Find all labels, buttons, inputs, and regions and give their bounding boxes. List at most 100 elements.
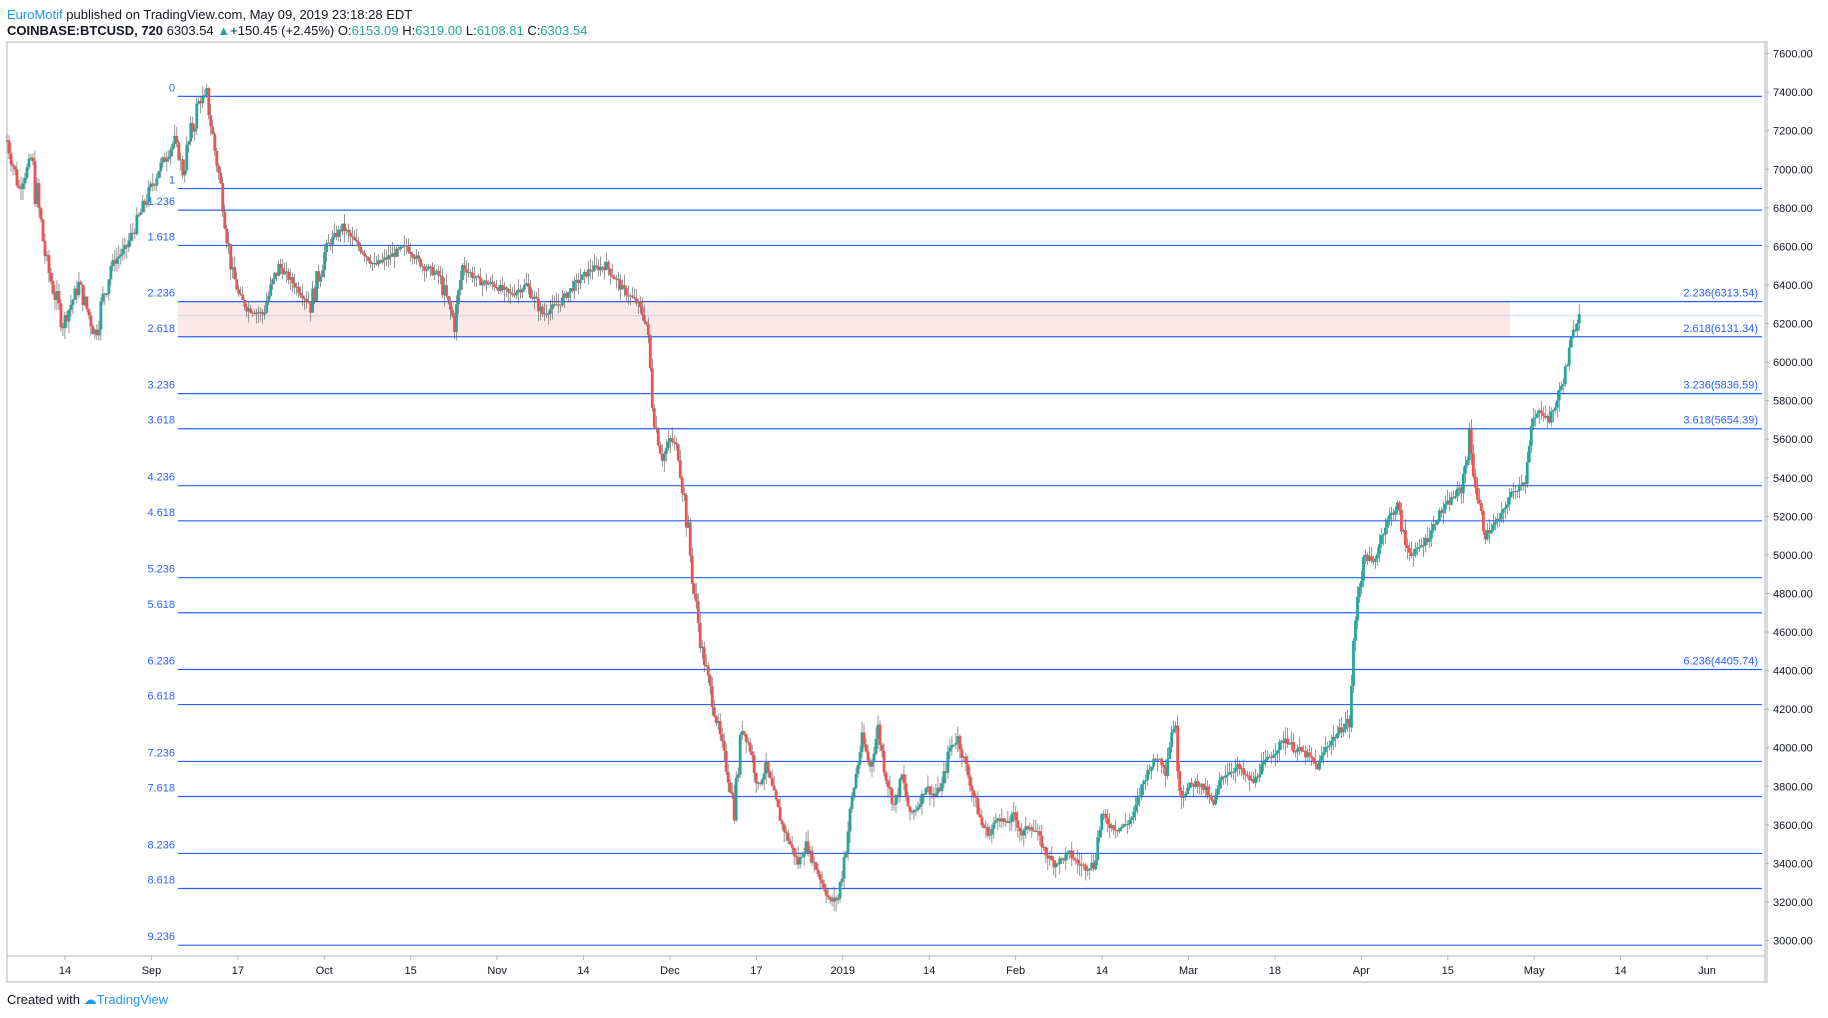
candle-body <box>938 787 942 792</box>
candle-body <box>1048 856 1052 859</box>
candle-body <box>580 274 584 280</box>
candle-body <box>1320 755 1323 761</box>
candle-body <box>477 275 480 278</box>
candle-body <box>1226 774 1230 776</box>
candle-body <box>958 736 962 750</box>
candle-body <box>113 260 117 264</box>
candle-body <box>618 280 622 290</box>
candle-body <box>946 751 950 773</box>
fib-level-label: 3.236 <box>147 380 175 392</box>
candle-body <box>1384 527 1387 535</box>
candle-body <box>363 253 366 257</box>
candle-body <box>786 832 790 841</box>
candle-body <box>1521 482 1525 486</box>
candle-body <box>1132 811 1136 818</box>
candle-body <box>341 223 345 232</box>
fib-level-value-label: 2.618(6131.34) <box>1683 323 1758 335</box>
candle-body <box>1511 491 1515 493</box>
candle-body <box>331 237 335 245</box>
candle-body <box>1124 824 1128 826</box>
candle-body <box>125 245 129 248</box>
candle-body <box>183 170 187 176</box>
candle-body <box>1533 417 1537 419</box>
candle-body <box>814 862 818 870</box>
candle-body <box>808 850 812 853</box>
candle-body <box>794 855 798 858</box>
fib-level-value-label: 3.236(5836.59) <box>1683 380 1758 392</box>
candle-body <box>1382 534 1385 536</box>
candle-body <box>910 811 914 813</box>
tradingview-logo-icon[interactable]: ☁ <box>83 992 97 1007</box>
candle-body <box>1168 747 1172 760</box>
candle-body <box>1557 389 1561 401</box>
candle-body <box>49 273 53 282</box>
high-value: 6319.00 <box>415 23 463 38</box>
candle-body <box>121 249 125 255</box>
tradingview-brand[interactable]: TradingView <box>96 992 169 1007</box>
change-arrow-icon: ▲ <box>217 23 231 38</box>
candle-body <box>473 277 476 279</box>
candle-body <box>37 183 41 209</box>
candle-body <box>475 275 478 278</box>
x-tick-label: Sep <box>142 965 162 977</box>
candle-body <box>1080 864 1084 866</box>
author-name[interactable]: EuroMotif <box>7 7 63 22</box>
candle-body <box>1006 821 1010 824</box>
candle-body <box>558 304 562 306</box>
candle-body <box>1419 545 1423 548</box>
x-tick-label: 14 <box>1096 965 1108 977</box>
candle-body <box>1551 410 1555 412</box>
candle-body <box>832 897 836 902</box>
price-chart[interactable]: 0 1 1.236 1.618 2.236 2.236(6313.54) 2.618 2.61… <box>0 0 1828 985</box>
candle-body <box>155 177 159 186</box>
candle-body <box>1308 752 1311 756</box>
candle-body <box>453 316 456 332</box>
candle-body <box>39 208 43 220</box>
candle-body <box>1198 786 1202 788</box>
candle-body <box>1398 502 1401 510</box>
open-label: O: <box>337 23 352 38</box>
candle-body <box>1134 804 1138 812</box>
fib-level-label: 1 <box>169 175 175 187</box>
candle-body <box>1290 742 1293 744</box>
candle-body <box>738 734 742 775</box>
candle-body <box>455 304 458 332</box>
candle-body <box>634 298 638 304</box>
y-tick-label: 5800.00 <box>1773 396 1813 408</box>
candle-body <box>964 756 968 765</box>
candle-body <box>696 601 700 623</box>
candle-body <box>1230 771 1234 773</box>
y-tick-label: 6400.00 <box>1773 280 1813 292</box>
candle-body <box>1487 530 1491 534</box>
candle-body <box>1228 771 1232 775</box>
candle-body <box>433 272 436 276</box>
candle-body <box>215 150 219 166</box>
candle-body <box>1220 776 1224 781</box>
candle-body <box>906 796 910 807</box>
y-tick-label: 6600.00 <box>1773 241 1813 253</box>
candle-body <box>103 293 107 295</box>
candle-body <box>890 788 894 804</box>
candle-body <box>279 263 283 269</box>
candle-body <box>1108 824 1112 828</box>
x-tick-label: Dec <box>660 965 680 977</box>
candle-body <box>445 285 448 297</box>
fib-level-label: 6.618 <box>147 691 175 703</box>
candle-body <box>902 774 906 784</box>
candle-body <box>189 123 193 142</box>
candle-body <box>1270 757 1273 759</box>
candle-body <box>1539 410 1543 414</box>
candle-body <box>796 857 800 865</box>
candle-body <box>678 460 682 478</box>
candle-body <box>1535 413 1539 418</box>
candle-body <box>57 290 61 304</box>
fib-level-label: 2.236 <box>147 288 175 300</box>
candle-body <box>181 159 185 176</box>
candle-body <box>1064 854 1068 861</box>
candle-body <box>744 734 748 742</box>
candle-body <box>858 752 862 765</box>
candle-body <box>265 302 269 313</box>
candle-body <box>141 200 145 213</box>
candle-body <box>521 289 524 293</box>
y-tick-label: 5000.00 <box>1773 550 1813 562</box>
